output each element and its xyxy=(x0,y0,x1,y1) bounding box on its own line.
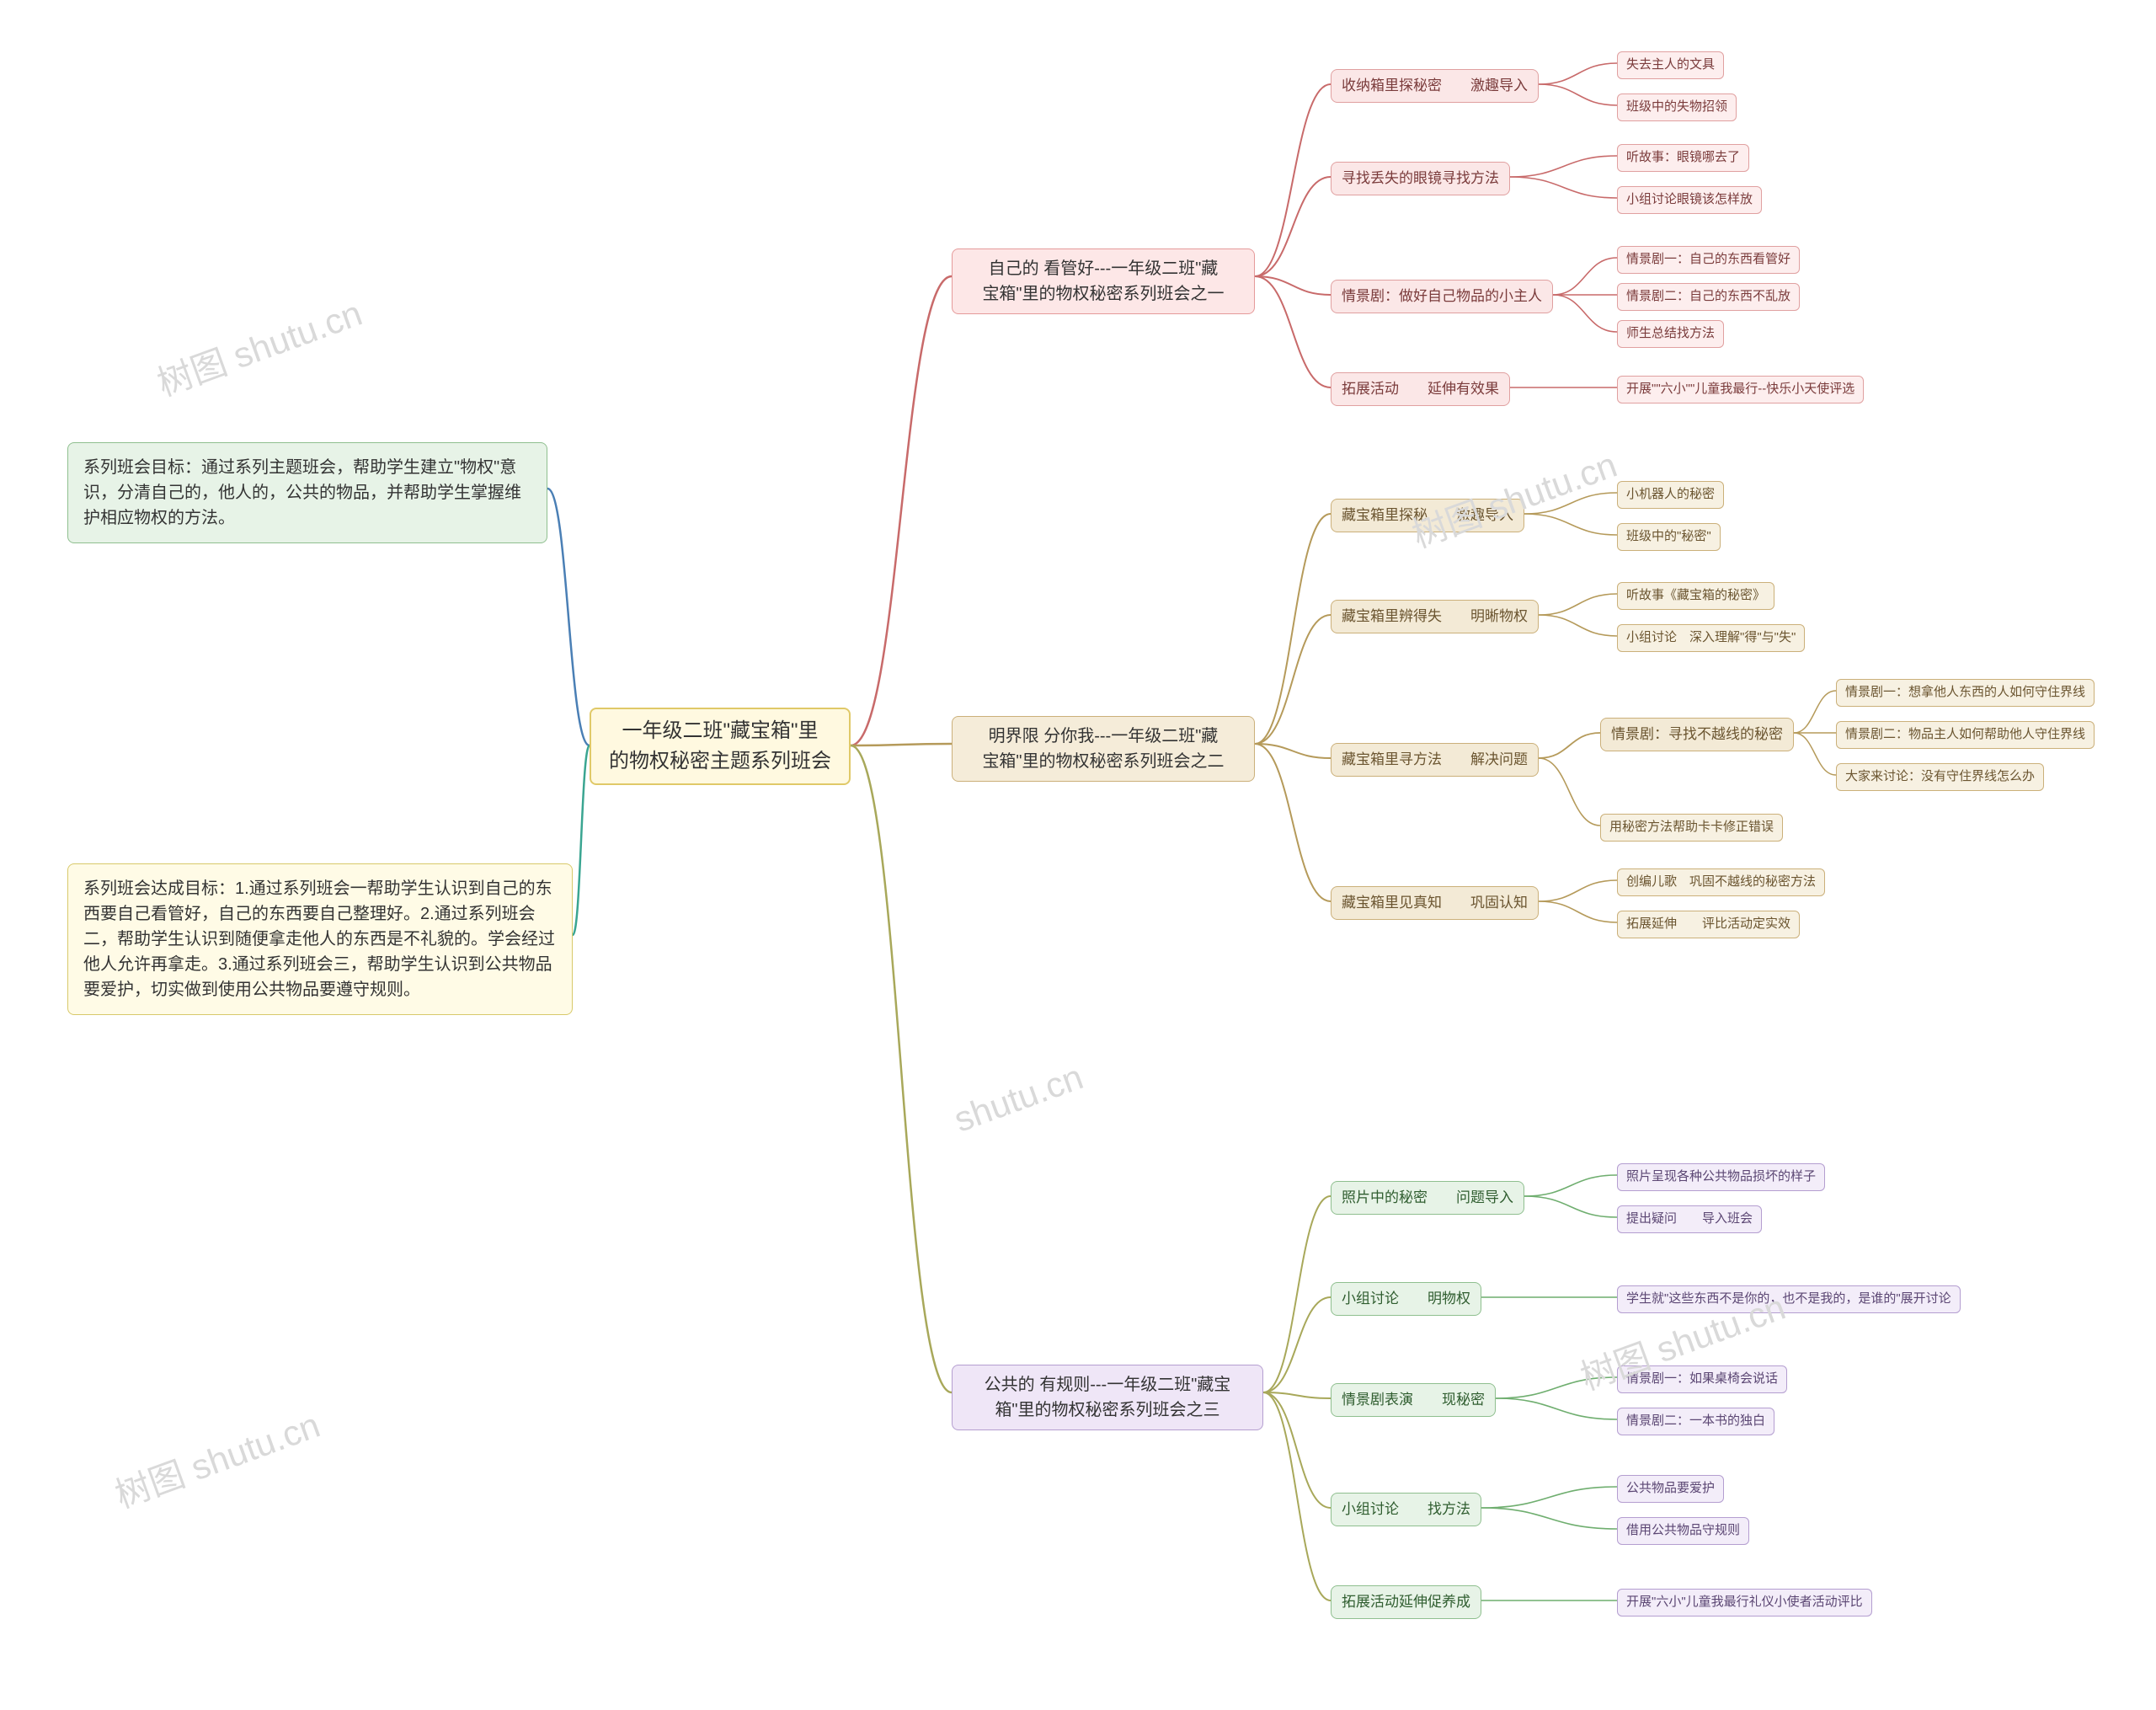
leaf-b3-2-0: 情景剧一：如果桌椅会说话 xyxy=(1617,1365,1787,1393)
watermark: 树图 shutu.cn xyxy=(107,1397,326,1518)
leaf-b3-3-0: 公共物品要爱护 xyxy=(1617,1475,1724,1503)
leaf-b3-0-1: 提出疑问 导入班会 xyxy=(1617,1205,1762,1233)
mid-b1-0: 收纳箱里探秘密 激趣导入 xyxy=(1331,69,1539,103)
mid-b2-3: 藏宝箱里见真知 巩固认知 xyxy=(1331,886,1539,920)
leaf-b1-0-0: 失去主人的文具 xyxy=(1617,51,1724,79)
watermark: shutu.cn xyxy=(949,1056,1089,1140)
mid-b2-1: 藏宝箱里辨得失 明晰物权 xyxy=(1331,600,1539,633)
mid-b2-0: 藏宝箱里探秘 激趣导入 xyxy=(1331,499,1524,532)
mid-b3-1: 小组讨论 明物权 xyxy=(1331,1282,1481,1316)
branch-b2: 明界限 分你我---一年级二班"藏宝箱"里的物权秘密系列班会之二 xyxy=(952,716,1255,782)
mid-b3-0: 照片中的秘密 问题导入 xyxy=(1331,1181,1524,1215)
mid-b1-1: 寻找丢失的眼镜寻找方法 xyxy=(1331,162,1510,195)
leaf-b3-4-0: 开展"六小"儿童我最行礼仪小使者活动评比 xyxy=(1617,1589,1872,1616)
leaf-b2-1-1: 小组讨论 深入理解"得"与"失" xyxy=(1617,624,1805,652)
subleaf-b2-2-1: 情景剧二：物品主人如何帮助他人守住界线 xyxy=(1836,721,2095,749)
leaf-b1-2-0: 情景剧一：自己的东西看管好 xyxy=(1617,246,1800,274)
achieve-box: 系列班会达成目标：1.通过系列班会一帮助学生认识到自己的东西要自己看管好，自己的… xyxy=(67,863,573,1015)
mid-b3-3: 小组讨论 找方法 xyxy=(1331,1493,1481,1526)
leaf-b2-1-0: 听故事《藏宝箱的秘密》 xyxy=(1617,582,1774,610)
leaf-b1-2-2: 师生总结找方法 xyxy=(1617,320,1724,348)
leaf-b2-0-1: 班级中的"秘密" xyxy=(1617,523,1721,551)
leaf-b3-1-0: 学生就"这些东西不是你的，也不是我的，是谁的"展开讨论 xyxy=(1617,1285,1961,1313)
extra-b2-2: 用秘密方法帮助卡卡修正错误 xyxy=(1600,814,1783,842)
branch-b3: 公共的 有规则---一年级二班"藏宝箱"里的物权秘密系列班会之三 xyxy=(952,1365,1263,1430)
mid-b1-3: 拓展活动 延伸有效果 xyxy=(1331,372,1510,406)
leaf-b3-0-0: 照片呈现各种公共物品损坏的样子 xyxy=(1617,1163,1825,1191)
leaf-b1-3-0: 开展""六小""儿童我最行--快乐小天使评选 xyxy=(1617,376,1864,403)
mid-b2-2: 藏宝箱里寻方法 解决问题 xyxy=(1331,743,1539,777)
mid-b1-2: 情景剧：做好自己物品的小主人 xyxy=(1331,280,1553,313)
branch-b1: 自己的 看管好---一年级二班"藏宝箱"里的物权秘密系列班会之一 xyxy=(952,248,1255,314)
subleaf-b2-2-2: 大家来讨论：没有守住界线怎么办 xyxy=(1836,763,2044,791)
leaf-b2-3-0: 创编儿歌 巩固不越线的秘密方法 xyxy=(1617,868,1825,896)
sub-b2-2: 情景剧：寻找不越线的秘密 xyxy=(1600,718,1794,751)
leaf-b1-2-1: 情景剧二：自己的东西不乱放 xyxy=(1617,283,1800,311)
goal-box: 系列班会目标：通过系列主题班会，帮助学生建立"物权"意识，分清自己的，他人的，公… xyxy=(67,442,547,543)
mid-b3-4: 拓展活动延伸促养成 xyxy=(1331,1585,1481,1619)
leaf-b1-0-1: 班级中的失物招领 xyxy=(1617,94,1737,121)
mid-b3-2: 情景剧表演 现秘密 xyxy=(1331,1383,1496,1417)
watermark: 树图 shutu.cn xyxy=(149,285,368,406)
root-node: 一年级二班"藏宝箱"里的物权秘密主题系列班会 xyxy=(590,708,851,785)
watermark: 树图 shutu.cn xyxy=(1404,436,1623,558)
leaf-b3-3-1: 借用公共物品守规则 xyxy=(1617,1517,1749,1545)
subleaf-b2-2-0: 情景剧一：想拿他人东西的人如何守住界线 xyxy=(1836,679,2095,707)
leaf-b1-1-1: 小组讨论眼镜该怎样放 xyxy=(1617,186,1762,214)
leaf-b1-1-0: 听故事：眼镜哪去了 xyxy=(1617,144,1749,172)
leaf-b2-0-0: 小机器人的秘密 xyxy=(1617,481,1724,509)
leaf-b3-2-1: 情景剧二：一本书的独白 xyxy=(1617,1408,1774,1435)
leaf-b2-3-1: 拓展延伸 评比活动定实效 xyxy=(1617,911,1800,938)
